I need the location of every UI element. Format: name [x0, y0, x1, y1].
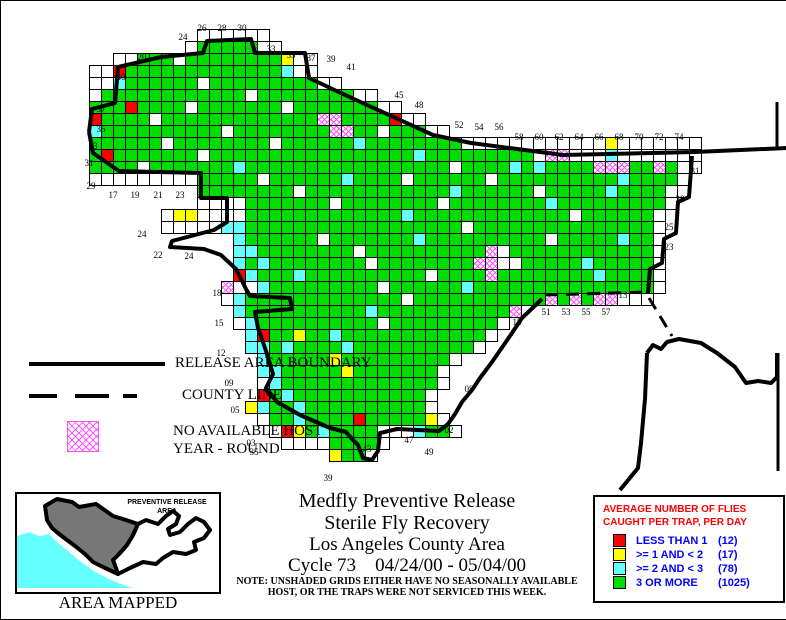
- inset-note-line2: AREA: [157, 508, 177, 515]
- grid-coordinate-label: 33: [88, 141, 98, 151]
- grid-coordinate-label: 72: [654, 132, 664, 142]
- legend-item-count: (78): [718, 563, 738, 575]
- grid-coordinate-label: 60: [534, 132, 544, 142]
- grid-coordinate-label: 26: [197, 23, 207, 33]
- legend-swatch: [613, 562, 626, 575]
- grid-coordinate-label: 23: [664, 242, 674, 252]
- legend-item-label: 3 OR MORE: [636, 577, 698, 589]
- grid-coordinate-labels: 20 24 26 28 30 33 35 37 39 41 45 48 52 54 56 58 60 62 64 66…: [1, 1, 786, 491]
- title-line2: Sterile Fly Recovery: [324, 512, 490, 534]
- county-legend-label: COUNTY LINE: [182, 387, 282, 403]
- title-cycle-line: Cycle 73 04/24/00 - 05/04/00: [223, 555, 591, 576]
- grid-coordinate-label: 28: [217, 23, 227, 33]
- no-host-label-line1: NO AVAILABLE HOST: [173, 423, 323, 439]
- inset-note-line1: PREVENTIVE RELEASE: [127, 499, 207, 506]
- legend-swatch: [613, 548, 626, 561]
- grid-coordinate-label: 19: [130, 190, 140, 200]
- grid-coordinate-label: 31: [84, 158, 94, 168]
- grid-coordinate-label: 48: [414, 100, 424, 110]
- grid-coordinate-label: 57: [601, 307, 611, 317]
- grid-coordinate-label: 23: [175, 190, 185, 200]
- grid-coordinate-label: 18: [212, 288, 222, 298]
- no-host-hatch-sample: [67, 421, 99, 452]
- grid-coordinate-label: 24: [178, 32, 188, 42]
- grid-coordinate-label: 39: [326, 54, 336, 64]
- grid-coordinate-label: 33: [266, 44, 276, 54]
- grid-coordinate-label: 35: [286, 50, 296, 60]
- grid-coordinate-label: 64: [574, 132, 584, 142]
- grid-coordinate-label: 37: [306, 53, 316, 63]
- flies-legend: AVERAGE NUMBER OF FLIES CAUGHT PER TRAP,…: [593, 495, 785, 603]
- inset-caption: AREA MAPPED: [58, 593, 178, 612]
- title-line3: Los Angeles County Area: [309, 534, 505, 555]
- cycle-label: Cycle 73: [287, 555, 357, 576]
- grid-coordinate-label: 25: [664, 222, 674, 232]
- grid-coordinate-label: 49: [424, 447, 434, 457]
- grid-coordinate-label: 39: [323, 473, 333, 483]
- grid-coordinate-label: 62: [554, 132, 564, 142]
- grid-coordinate-label: 53: [561, 307, 571, 317]
- grid-coordinate-label: 41: [346, 62, 356, 72]
- grid-coordinate-label: 15: [512, 317, 522, 327]
- grid-coordinate-label: 29: [86, 181, 96, 191]
- legend-item-count: (17): [718, 549, 738, 561]
- grid-coordinate-label: 43: [362, 444, 372, 454]
- grid-coordinate-label: 51: [541, 307, 551, 317]
- grid-coordinate-label: 45: [394, 90, 404, 100]
- grid-coordinate-label: 70: [634, 132, 644, 142]
- legend-item-label: >= 1 AND < 2: [636, 549, 704, 561]
- title-block: Medfly Preventive Release Sterile Fly Re…: [223, 490, 591, 598]
- county-line-sample-dash1: [29, 394, 57, 398]
- grid-coordinate-label: 68: [614, 132, 624, 142]
- grid-coordinate-label: 52: [454, 120, 464, 130]
- flies-legend-title: AVERAGE NUMBER OF FLIES CAUGHT PER TRAP,…: [603, 503, 779, 529]
- grid-coordinate-label: 55: [581, 307, 591, 317]
- grid-coordinate-label: 35: [96, 124, 106, 134]
- grid-coordinate-label: 56: [494, 122, 504, 132]
- grid-coordinate-label: 47: [404, 435, 414, 445]
- grid-coordinate-label: 30: [237, 23, 247, 33]
- title-line1: Medfly Preventive Release: [298, 490, 516, 512]
- county-line-sample-dash2: [75, 394, 109, 398]
- grid-coordinate-label: 74: [674, 132, 684, 142]
- legend-swatch: [613, 534, 626, 547]
- legend-swatch: [613, 576, 626, 589]
- legend-item-label: >= 2 AND < 3: [636, 563, 704, 575]
- grid-coordinate-label: 28: [675, 194, 685, 204]
- grid-coordinate-label: 58: [514, 132, 524, 142]
- grid-coordinate-label: 37: [96, 104, 106, 114]
- inset-note: PREVENTIVE RELEASE AREA: [117, 498, 217, 516]
- boundary-line-sample: [29, 362, 165, 366]
- flies-legend-title-line2: CAUGHT PER TRAP, PER DAY: [603, 517, 747, 528]
- grid-coordinate-label: 13: [618, 290, 628, 300]
- boundary-legend-label: RELEASE AREA BOUNDARY: [175, 355, 372, 371]
- flies-legend-title-line1: AVERAGE NUMBER OF FLIES: [603, 504, 747, 515]
- grid-coordinate-label: 24: [184, 251, 194, 261]
- area-mapped-inset: PREVENTIVE RELEASE AREA: [15, 492, 221, 594]
- grid-coordinate-label: 17: [108, 190, 118, 200]
- grid-coordinate-label: 54: [474, 122, 484, 132]
- grid-coordinate-label: 02: [444, 425, 454, 435]
- legend-item-count: (1025): [718, 577, 750, 589]
- legend-item-count: (12): [718, 535, 738, 547]
- grid-coordinate-label: 40: [116, 72, 126, 82]
- no-host-label-line2: YEAR - ROUND: [173, 441, 280, 457]
- county-line-sample-dash3: [123, 394, 137, 398]
- grid-coordinate-label: 22: [153, 250, 163, 260]
- grid-coordinate-label: 15: [214, 318, 224, 328]
- legend-item-label: LESS THAN 1: [636, 535, 708, 547]
- grid-coordinate-label: 08: [464, 384, 474, 394]
- title-note-line1: NOTE: UNSHADED GRIDS EITHER HAVE NO SEAS…: [236, 576, 578, 587]
- grid-coordinate-label: 66: [594, 132, 604, 142]
- grid-coordinate-label: 05: [230, 405, 240, 415]
- grid-coordinate-label: 31: [690, 166, 700, 176]
- title-note-line2: HOST, OR THE TRAPS WERE NOT SERVICED THI…: [267, 587, 547, 598]
- grid-coordinate-label: 20: [137, 52, 147, 62]
- grid-coordinate-label: 21: [153, 190, 163, 200]
- date-range: 04/24/00 - 05/04/00: [375, 555, 527, 576]
- grid-coordinate-label: 24: [137, 229, 147, 239]
